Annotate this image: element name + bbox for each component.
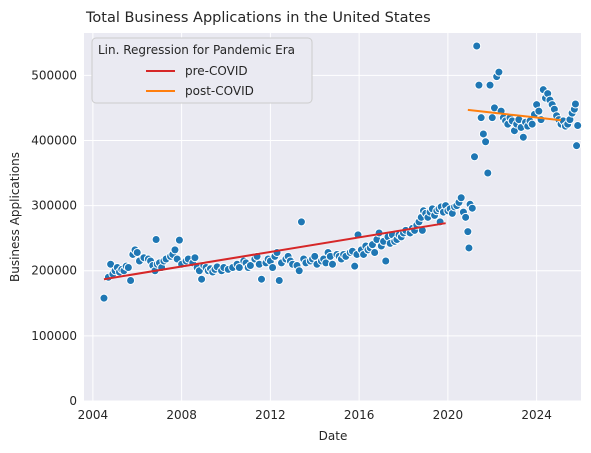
data-point xyxy=(296,217,306,227)
data-point xyxy=(274,276,284,286)
data-point xyxy=(99,293,109,303)
data-point xyxy=(456,193,466,203)
data-point xyxy=(350,261,360,271)
data-point xyxy=(245,261,255,271)
legend: Lin. Regression for Pandemic Era pre-COV… xyxy=(91,37,313,104)
data-point xyxy=(494,67,504,77)
data-point xyxy=(294,266,304,276)
legend-title: Lin. Regression for Pandemic Era xyxy=(98,43,295,57)
data-point xyxy=(126,276,136,286)
y-tick-label: 200000 xyxy=(31,264,77,278)
data-point xyxy=(174,235,184,245)
y-tick-label: 500000 xyxy=(31,68,77,82)
data-point xyxy=(461,212,471,222)
data-point xyxy=(268,262,278,272)
data-point xyxy=(518,132,528,142)
data-point xyxy=(573,120,583,130)
chart-title: Total Business Applications in the Unite… xyxy=(85,10,431,26)
data-point xyxy=(381,256,391,266)
data-point xyxy=(170,245,180,255)
data-point xyxy=(463,227,473,237)
scatter-points xyxy=(99,41,583,303)
data-point xyxy=(132,247,142,257)
data-point xyxy=(476,113,486,123)
x-tick-label: 2020 xyxy=(433,408,464,422)
data-point xyxy=(487,113,497,123)
x-tick-label: 2024 xyxy=(521,408,552,422)
data-point xyxy=(483,168,493,178)
legend-label-pre-covid: pre-COVID xyxy=(185,64,248,78)
data-point xyxy=(481,137,491,147)
y-tick-label: 100000 xyxy=(31,329,77,343)
data-point xyxy=(234,262,244,272)
data-point xyxy=(190,253,200,263)
x-axis-title: Date xyxy=(319,429,348,443)
y-tick-label: 400000 xyxy=(31,133,77,147)
legend-box xyxy=(91,37,313,104)
x-tick-label: 2008 xyxy=(166,408,197,422)
regression-line-pre-covid xyxy=(103,222,446,281)
x-tick-labels: 2004 2008 2012 2016 2020 2024 xyxy=(78,408,552,422)
data-point xyxy=(527,119,537,129)
regression-line-post-covid xyxy=(467,108,562,122)
regression-lines xyxy=(103,108,562,281)
data-point xyxy=(474,80,484,90)
data-point xyxy=(197,274,207,284)
x-tick-label: 2012 xyxy=(255,408,286,422)
y-tick-label: 300000 xyxy=(31,199,77,213)
x-tick-label: 2016 xyxy=(344,408,375,422)
data-point xyxy=(464,243,474,253)
data-point xyxy=(472,41,482,51)
data-point xyxy=(572,141,582,151)
data-point xyxy=(570,99,580,109)
data-point xyxy=(478,129,488,139)
data-point xyxy=(485,80,495,90)
data-point xyxy=(534,106,544,116)
data-point xyxy=(151,234,161,244)
data-point xyxy=(370,247,380,257)
y-tick-label: 0 xyxy=(69,394,77,408)
data-point xyxy=(123,262,133,272)
data-point xyxy=(257,274,266,284)
data-point xyxy=(467,203,477,213)
x-tick-label: 2004 xyxy=(78,408,109,422)
y-axis-title: Business Applications xyxy=(8,152,22,282)
y-tick-labels: 0 100000 200000 300000 400000 500000 xyxy=(31,68,77,408)
legend-label-post-covid: post-COVID xyxy=(185,84,254,98)
data-point xyxy=(328,259,337,269)
data-point xyxy=(470,152,479,162)
